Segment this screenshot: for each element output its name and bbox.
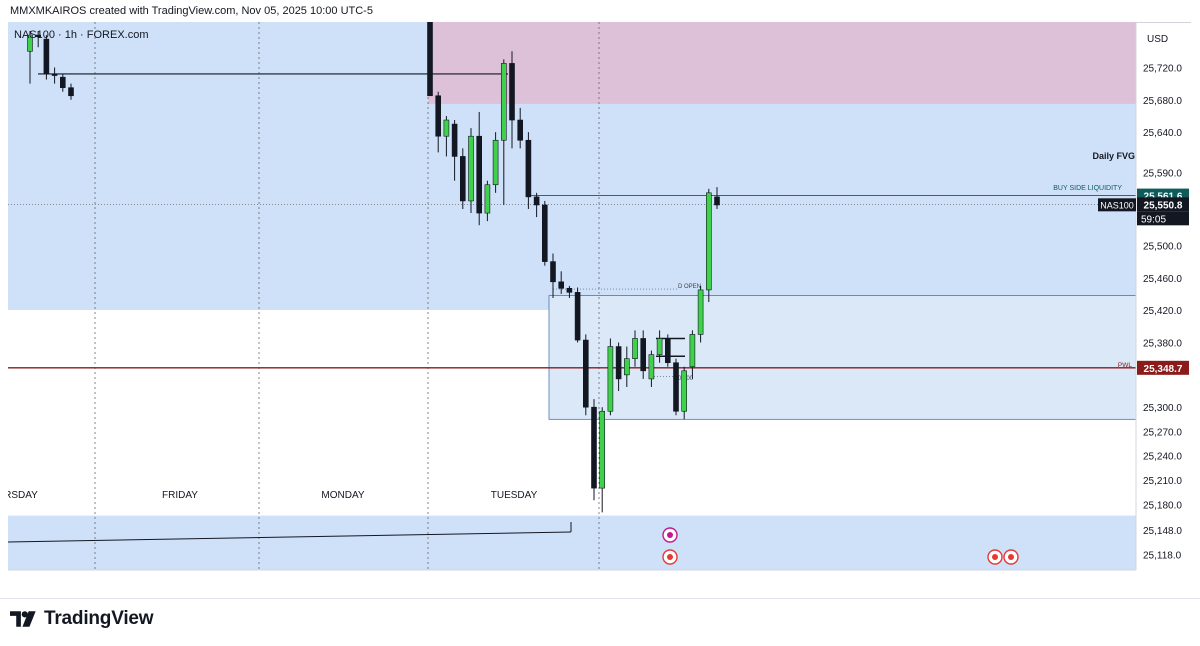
price-tick-label: 25,680.0 — [1143, 96, 1182, 107]
us-flag-event-icon-dot — [1008, 554, 1014, 560]
consolidation-box — [548, 295, 1137, 420]
candle-body[interactable] — [623, 358, 630, 376]
candle-body[interactable] — [43, 38, 50, 75]
countdown-tag — [1137, 211, 1189, 226]
candle-body[interactable] — [427, 22, 433, 97]
tradingview-logo-icon — [10, 611, 36, 627]
us-flag-event-icon-dot — [667, 554, 673, 560]
chart-caption: MMXMKAIROS created with TradingView.com,… — [10, 5, 373, 17]
candle-body[interactable] — [435, 95, 442, 137]
price-tick-label: 25,500.0 — [1143, 241, 1182, 252]
price-tag-label: 25,561.6 — [1144, 192, 1183, 203]
day-label: RSDAY — [8, 490, 38, 501]
candle-body[interactable] — [459, 156, 466, 202]
price-tick-label: 25,148.0 — [1143, 526, 1182, 537]
earnings-event-icon-dot — [667, 532, 673, 538]
daily-fvg-zone — [428, 22, 1136, 104]
price-tick-label: 25,240.0 — [1143, 452, 1182, 463]
candle-body[interactable] — [582, 339, 589, 408]
trend-line — [8, 531, 572, 543]
brand-name: TradingView — [44, 608, 154, 629]
price-tick-label: 25,590.0 — [1143, 169, 1182, 180]
candle-body[interactable] — [558, 281, 565, 289]
candle-body[interactable] — [591, 406, 597, 489]
price-tag-label: 25,348.7 — [1144, 364, 1183, 375]
day-label: TUESDAY — [491, 490, 538, 501]
price-tick-label: 25,640.0 — [1143, 128, 1182, 139]
candle-body[interactable] — [468, 135, 474, 202]
day-label: MONDAY — [321, 490, 364, 501]
price-tick-label: 25,210.0 — [1143, 476, 1182, 487]
candle-body[interactable] — [476, 135, 483, 214]
candle-body[interactable] — [607, 346, 614, 412]
candle-body[interactable] — [632, 338, 638, 359]
candle-body[interactable] — [443, 119, 450, 137]
discount-zone-background — [8, 515, 1136, 570]
candle-body[interactable] — [664, 338, 671, 364]
candle-body[interactable] — [59, 76, 66, 88]
price-tag-label: 25,550.8 — [1144, 200, 1183, 211]
candle-body[interactable] — [673, 362, 679, 412]
candle-body[interactable] — [656, 338, 663, 355]
candle-body[interactable] — [541, 204, 548, 262]
currency-label: USD — [1147, 34, 1168, 45]
candle-body[interactable] — [27, 34, 33, 52]
us-flag-event-icon-dot — [992, 554, 998, 560]
price-tick-label: 25,420.0 — [1143, 306, 1182, 317]
price-tag[interactable] — [1137, 360, 1189, 375]
candlestick-chart[interactable]: RSDAY FRIDAY MONDAY TUESDAY Daily FVG BUY SID… — [8, 22, 1191, 574]
candle-body[interactable] — [525, 139, 532, 198]
day-label: FRIDAY — [162, 490, 198, 501]
price-tick-label: 25,180.0 — [1143, 500, 1182, 511]
price-tick-label: 25,118.0 — [1143, 550, 1182, 561]
candle-body[interactable] — [566, 287, 573, 293]
countdown-label: 59:05 — [1141, 214, 1166, 225]
candle-body[interactable] — [689, 334, 696, 368]
candle-body[interactable] — [35, 34, 42, 38]
price-tick-label: 25,380.0 — [1143, 338, 1182, 349]
candle-body[interactable] — [714, 196, 720, 206]
symbol-tag-label: NAS100 — [1100, 200, 1134, 210]
daily-fvg-label: Daily FVG — [1092, 151, 1135, 161]
candle-body[interactable] — [484, 184, 491, 214]
candle-body[interactable] — [451, 123, 458, 157]
footer-divider — [0, 598, 1200, 599]
candle-body[interactable] — [550, 261, 556, 283]
pwl-label: PWL — [1118, 362, 1132, 369]
candle-body[interactable] — [599, 410, 606, 489]
candle-body[interactable] — [509, 63, 515, 121]
tradingview-brand[interactable]: TradingView — [10, 608, 154, 630]
price-tick-label: 25,300.0 — [1143, 403, 1182, 414]
candle-body[interactable] — [681, 370, 688, 412]
symbol-tag[interactable] — [1098, 198, 1136, 212]
candle-body[interactable] — [697, 289, 704, 335]
symbol-watermark: NAS100 · 1h · FOREX.com — [14, 29, 149, 41]
candle-body[interactable] — [615, 346, 622, 380]
price-tick-label: 25,270.0 — [1143, 427, 1182, 438]
candle-body[interactable] — [500, 63, 507, 141]
candle-body[interactable] — [574, 292, 581, 341]
candle-body[interactable] — [492, 139, 499, 186]
candle-body[interactable] — [68, 87, 74, 97]
candle-body[interactable] — [640, 338, 647, 372]
candle-body[interactable] — [705, 192, 712, 291]
candle-body[interactable] — [648, 354, 655, 380]
price-tick-label: 25,460.0 — [1143, 274, 1182, 285]
candle-body[interactable] — [517, 119, 524, 141]
price-tag[interactable] — [1137, 197, 1189, 212]
candle-body[interactable] — [51, 73, 58, 76]
candle-body[interactable] — [533, 196, 540, 206]
price-tick-label: 25,720.0 — [1143, 63, 1182, 74]
d-open-label: D OPEN — [678, 284, 701, 290]
buy-side-liquidity-label: BUY SIDE LIQUIDITY — [1053, 185, 1122, 192]
